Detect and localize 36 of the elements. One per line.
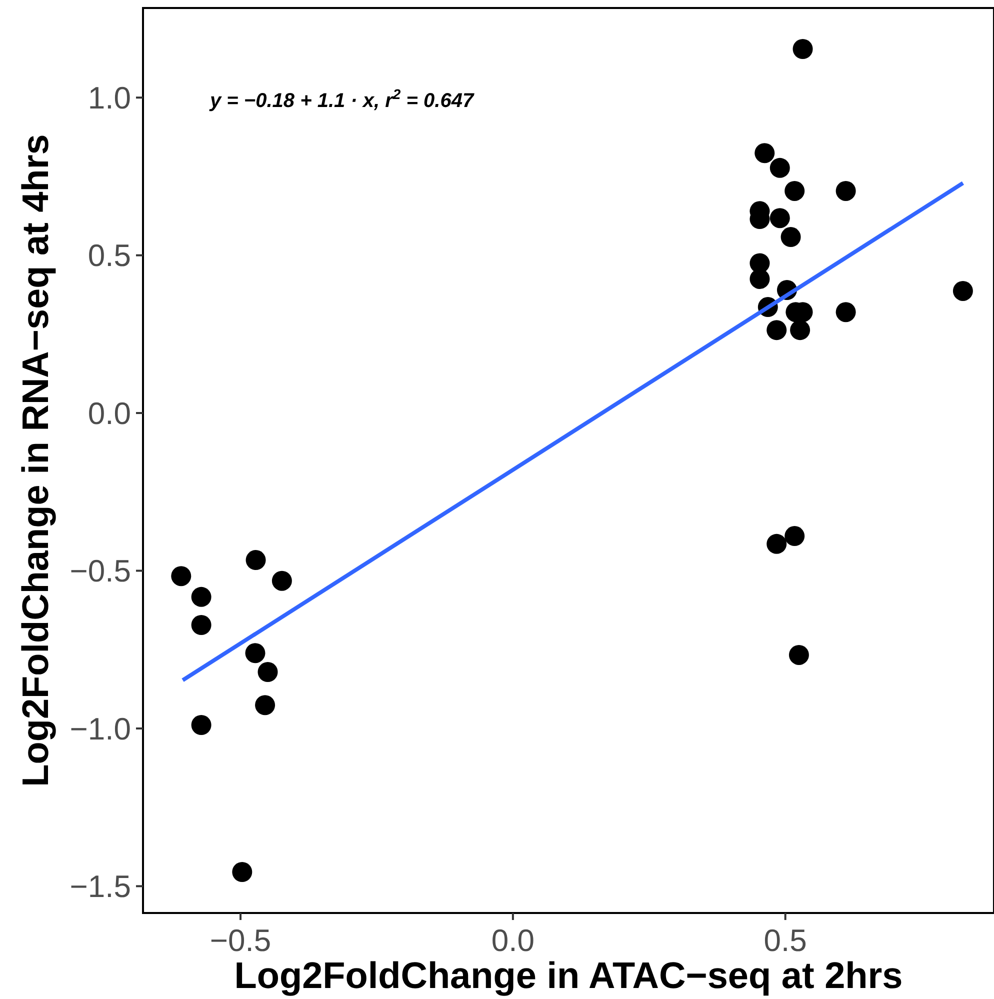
- point: [788, 644, 809, 665]
- point: [766, 534, 787, 554]
- point: [952, 280, 973, 301]
- annotation: y = −0.18 + 1.1 · x, r$^{2}$ = 0.647: [209, 86, 474, 112]
- point: [770, 158, 790, 178]
- y-axis-title: Log2FoldChange in RNA−seq at 4hrs: [15, 134, 56, 787]
- x-tick-label: 0.0: [491, 923, 534, 958]
- point: [790, 320, 810, 340]
- point: [245, 643, 266, 664]
- point: [754, 143, 775, 164]
- point: [272, 570, 292, 591]
- x-tick-label: −0.5: [210, 923, 272, 958]
- y-tick-label: 0.5: [88, 238, 131, 274]
- y-tick-label: −1.0: [70, 711, 131, 746]
- x-tick-label: 0.5: [764, 923, 807, 958]
- point: [766, 320, 787, 340]
- point: [191, 615, 212, 635]
- point: [836, 180, 856, 201]
- y-tick-label: −1.5: [70, 869, 131, 904]
- point: [784, 526, 805, 546]
- point: [784, 180, 805, 201]
- x-axis-title: Log2FoldChange in ATAC−seq at 2hrs: [234, 955, 903, 996]
- point: [836, 302, 856, 322]
- y-tick-label: −0.5: [70, 554, 131, 589]
- point: [780, 227, 801, 248]
- point: [792, 39, 813, 60]
- y-tick-label: 1.0: [88, 80, 131, 116]
- point: [770, 208, 790, 228]
- point: [171, 566, 192, 586]
- point: [255, 695, 276, 716]
- point: [191, 586, 212, 607]
- point: [232, 862, 252, 882]
- point: [246, 550, 266, 570]
- y-tick-label: 0.0: [88, 396, 131, 431]
- point: [191, 714, 212, 735]
- point: [258, 662, 278, 682]
